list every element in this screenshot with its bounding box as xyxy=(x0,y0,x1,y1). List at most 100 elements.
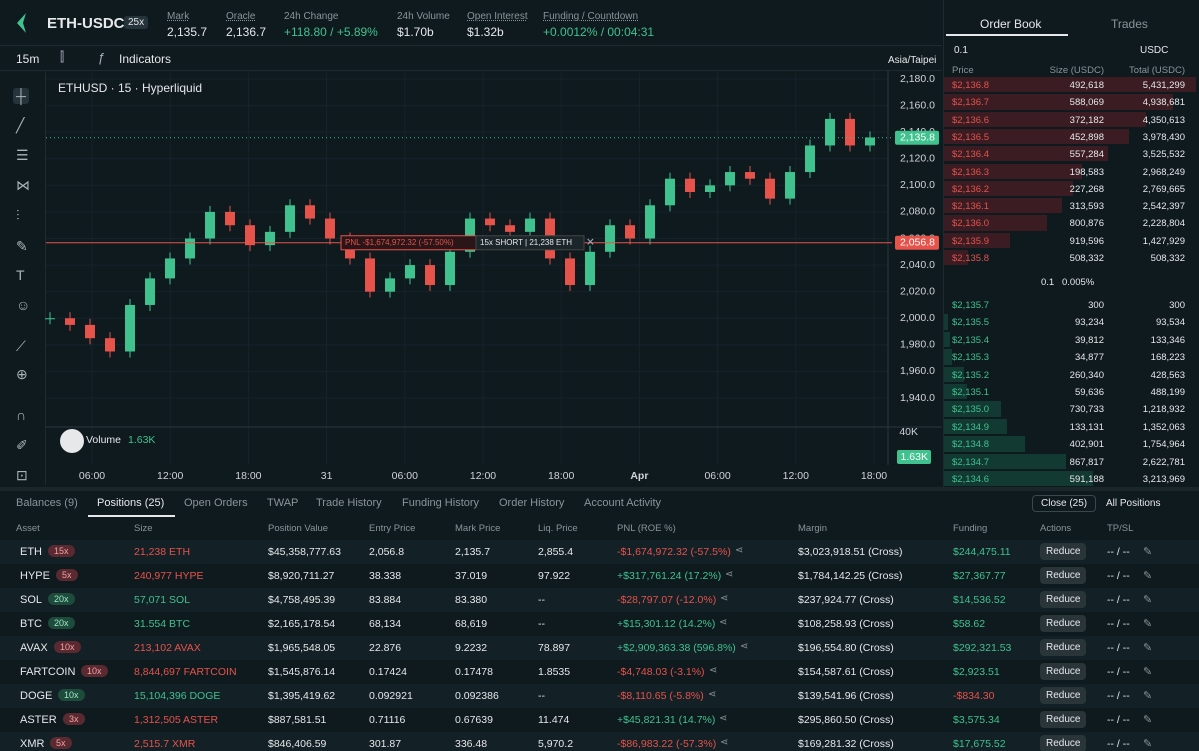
leverage-badge: 10x xyxy=(54,641,81,653)
edit-icon[interactable]: ✎ xyxy=(1143,594,1153,606)
edit-icon[interactable]: ✎ xyxy=(1143,738,1153,750)
position-side: 15x SHORT | 21,238 ETH xyxy=(480,238,572,247)
indicators[interactable]: Indicators xyxy=(119,52,172,66)
ob-price[interactable]: $2,136.8 xyxy=(952,80,989,91)
share-icon[interactable]: ⋖ xyxy=(725,569,734,580)
ob-price[interactable]: $2,136.3 xyxy=(952,166,989,178)
tool-icon[interactable]: ╱ xyxy=(16,117,25,133)
ob-price[interactable]: $2,134.7 xyxy=(952,456,989,468)
tab[interactable]: Order History xyxy=(499,497,565,509)
tab[interactable]: Positions (25) xyxy=(97,497,165,509)
asset[interactable]: BTC xyxy=(20,618,42,630)
edit-icon[interactable]: ✎ xyxy=(1143,618,1153,630)
tool-icon[interactable]: ✎ xyxy=(16,238,28,254)
edit-icon[interactable]: ✎ xyxy=(1143,714,1153,726)
ob-price[interactable]: $2,136.1 xyxy=(952,201,989,213)
tool-icon[interactable]: ☺ xyxy=(16,297,31,313)
ob-price[interactable]: $2,135.2 xyxy=(952,369,989,381)
tab[interactable]: Account Activity xyxy=(584,497,662,509)
tool-icon[interactable]: ⊕ xyxy=(16,366,28,382)
timezone[interactable]: Asia/Taipei xyxy=(888,55,937,66)
ob-unit[interactable]: USDC xyxy=(1140,45,1169,56)
ob-price[interactable]: $2,135.4 xyxy=(952,334,989,346)
tab[interactable]: Trade History xyxy=(316,497,382,509)
reduce-button[interactable]: Reduce xyxy=(1040,639,1087,656)
ob-price[interactable]: $2,135.7 xyxy=(952,300,989,311)
ob-price[interactable]: $2,135.1 xyxy=(952,387,989,398)
edit-icon[interactable]: ✎ xyxy=(1143,666,1153,678)
y-tick-label: 1,940.0 xyxy=(900,392,935,404)
reduce-button[interactable]: Reduce xyxy=(1040,543,1087,560)
indicator-icon[interactable]: ƒ xyxy=(98,50,106,65)
share-icon[interactable]: ⋖ xyxy=(735,545,744,556)
filter[interactable]: All Positions xyxy=(1106,498,1161,509)
ob-price[interactable]: $2,134.9 xyxy=(952,421,989,433)
share-icon[interactable]: ⋖ xyxy=(719,617,728,628)
tab[interactable]: Open Orders xyxy=(184,497,248,509)
ob-price[interactable]: $2,134.8 xyxy=(952,439,989,451)
tool-icon[interactable]: ✐ xyxy=(16,437,28,453)
interval[interactable]: 15m xyxy=(16,52,40,66)
pair[interactable]: ETH-USDC xyxy=(47,15,125,32)
ob-price[interactable]: $2,136.4 xyxy=(952,149,989,161)
asset[interactable]: FARTCOIN xyxy=(20,666,76,678)
ob-tick[interactable]: 0.1 xyxy=(954,45,968,56)
ob-price[interactable]: $2,135.8 xyxy=(952,253,989,264)
share-icon[interactable]: ⋖ xyxy=(720,593,729,604)
tool-icon[interactable]: T xyxy=(16,267,25,283)
asset[interactable]: SOL xyxy=(20,594,43,606)
tab[interactable]: Balances (9) xyxy=(16,497,78,509)
candle-body xyxy=(465,218,475,252)
reduce-button[interactable]: Reduce xyxy=(1040,615,1087,632)
reduce-button[interactable]: Reduce xyxy=(1040,591,1087,608)
ob-price[interactable]: $2,135.5 xyxy=(952,317,989,329)
ob-price[interactable]: $2,135.9 xyxy=(952,235,989,247)
ob-tab[interactable]: Trades xyxy=(1111,17,1148,31)
tab[interactable]: Funding History xyxy=(402,497,480,509)
edit-icon[interactable]: ✎ xyxy=(1143,642,1153,654)
reduce-button[interactable]: Reduce xyxy=(1040,663,1087,680)
share-icon[interactable]: ⋖ xyxy=(719,713,728,724)
ob-price[interactable]: $2,136.0 xyxy=(952,218,989,230)
leverage[interactable]: 25x xyxy=(124,16,149,29)
ob-price[interactable]: $2,136.5 xyxy=(952,131,989,143)
reduce-button[interactable]: Reduce xyxy=(1040,567,1087,584)
candle-body xyxy=(385,278,395,292)
ob-total: 488,199 xyxy=(1150,387,1185,398)
asset[interactable]: XMR xyxy=(20,738,45,750)
reduce-button[interactable]: Reduce xyxy=(1040,711,1087,728)
close-all[interactable]: Close (25) xyxy=(1032,495,1097,512)
chart-type-icon[interactable]: ⫿ xyxy=(60,49,65,64)
asset[interactable]: AVAX xyxy=(20,642,48,654)
ob-price[interactable]: $2,136.7 xyxy=(952,97,989,109)
edit-icon[interactable]: ✎ xyxy=(1143,570,1153,582)
ob-price[interactable]: $2,135.3 xyxy=(952,352,989,364)
tool-icon[interactable]: ⊡ xyxy=(16,467,28,483)
ob-price[interactable]: $2,136.6 xyxy=(952,114,989,126)
ob-price[interactable]: $2,134.6 xyxy=(952,474,989,485)
tool-icon[interactable]: ⋈ xyxy=(16,177,30,193)
share-icon[interactable]: ⋖ xyxy=(740,641,749,652)
edit-icon[interactable]: ✎ xyxy=(1143,690,1153,702)
tool-icon[interactable]: ∩ xyxy=(16,407,27,423)
share-icon[interactable]: ⋖ xyxy=(708,689,717,700)
tool-icon[interactable]: ⟋ xyxy=(16,338,26,354)
tool-icon[interactable]: ☰ xyxy=(16,147,29,163)
asset[interactable]: ASTER xyxy=(20,714,57,726)
ob-price[interactable]: $2,135.0 xyxy=(952,404,989,416)
asset[interactable]: ETH xyxy=(20,546,42,558)
tool-icon[interactable]: ⫶ xyxy=(16,207,20,223)
ob-price[interactable]: $2,136.2 xyxy=(952,183,989,195)
asset[interactable]: DOGE xyxy=(20,690,53,702)
tool-icon[interactable]: ┼ xyxy=(13,88,29,104)
asset[interactable]: HYPE xyxy=(20,570,50,582)
share-icon[interactable]: ⋖ xyxy=(720,737,729,748)
ob-size: 730,733 xyxy=(1069,404,1104,416)
edit-icon[interactable]: ✎ xyxy=(1143,546,1153,558)
ob-tab[interactable]: Order Book xyxy=(980,17,1042,31)
reduce-button[interactable]: Reduce xyxy=(1040,735,1087,751)
tab[interactable]: TWAP xyxy=(267,497,299,509)
reduce-button[interactable]: Reduce xyxy=(1040,687,1087,704)
share-icon[interactable]: ⋖ xyxy=(709,665,718,676)
mark: 336.48 xyxy=(455,738,488,750)
